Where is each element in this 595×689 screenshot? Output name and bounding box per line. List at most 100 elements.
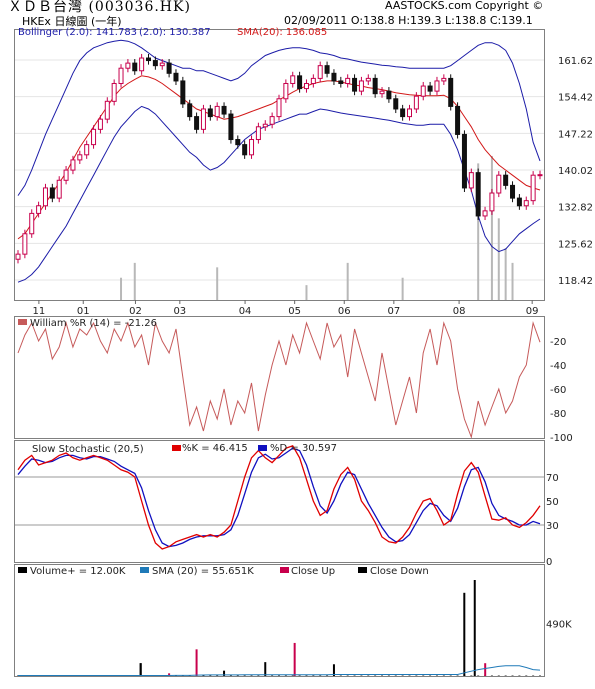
legend-d: %D = 30.597 bbox=[270, 443, 337, 454]
stochastic-d-line bbox=[17, 447, 541, 548]
price-x-tick-label: 02 bbox=[129, 306, 142, 317]
williams-legend-swatch bbox=[18, 319, 27, 325]
volume-bar bbox=[168, 673, 171, 676]
candle-body bbox=[455, 105, 461, 135]
price-volume-bar bbox=[477, 163, 480, 300]
price-y-tick-label: 118.42 bbox=[558, 276, 593, 287]
candle-body bbox=[523, 200, 529, 207]
legend-k-swatch bbox=[172, 445, 181, 451]
price-x-tick-label: 07 bbox=[387, 306, 400, 317]
price-grid bbox=[15, 59, 544, 281]
price-y-tick-label: 132.82 bbox=[558, 203, 593, 214]
legend-sma: SMA(20): 136.085 bbox=[237, 27, 327, 38]
price-volume-bar bbox=[497, 218, 500, 300]
price-x-tick-label: 09 bbox=[526, 306, 539, 317]
price-x-tick-label: 03 bbox=[173, 306, 186, 317]
candle-body bbox=[413, 95, 419, 110]
stochastic-y-tick-label: 30 bbox=[546, 521, 559, 532]
candle-body bbox=[338, 80, 344, 84]
legend-closeup-swatch bbox=[280, 567, 289, 573]
candle-body bbox=[187, 103, 193, 118]
stochastic-y-axis: 70 50 30 0 bbox=[546, 473, 559, 568]
candle-body bbox=[15, 253, 21, 260]
candle-body bbox=[379, 90, 385, 95]
stochastic-k-line bbox=[17, 445, 541, 550]
chart-subtitle: HKEx 日線圖 (一年) bbox=[22, 15, 122, 28]
legend-volsma-swatch bbox=[140, 567, 149, 573]
legend-volume-sma: SMA (20) = 55.651K bbox=[152, 566, 254, 577]
candle-body bbox=[317, 65, 323, 79]
candle-body bbox=[200, 108, 206, 130]
candle-body bbox=[372, 77, 378, 95]
williams-y-tick-label: -60 bbox=[550, 385, 566, 396]
candle-body bbox=[420, 85, 426, 97]
williams-y-tick-label: -100 bbox=[550, 433, 573, 444]
candle-body bbox=[104, 100, 110, 120]
volume-bar bbox=[264, 662, 267, 676]
candle-body bbox=[297, 75, 303, 90]
candle-body bbox=[77, 154, 83, 161]
bollinger-upper-line bbox=[17, 39, 541, 196]
volume-y-tick-label: 490K bbox=[546, 620, 572, 631]
price-x-tick-label: 05 bbox=[288, 306, 301, 317]
legend-closedown-swatch bbox=[358, 567, 367, 573]
candle-body bbox=[49, 187, 55, 199]
price-panel-frame bbox=[14, 29, 545, 301]
williams-y-tick-label: -40 bbox=[550, 361, 566, 372]
candle-body bbox=[214, 105, 220, 118]
legend-k: %K = 46.415 bbox=[182, 443, 248, 454]
candle-body bbox=[166, 62, 172, 74]
stochastic-lines bbox=[17, 445, 541, 550]
candle-body bbox=[111, 82, 117, 102]
price-x-tick-label: 04 bbox=[239, 306, 252, 317]
candle-body bbox=[36, 205, 42, 214]
candle-body bbox=[352, 77, 358, 92]
candle-body bbox=[269, 116, 275, 125]
volume-bar bbox=[195, 649, 198, 676]
price-volume-bar bbox=[504, 248, 507, 300]
candle-body bbox=[496, 174, 502, 194]
candle-body bbox=[22, 233, 28, 255]
candle-body bbox=[152, 60, 158, 67]
williams-line bbox=[17, 321, 541, 439]
price-volume-bar bbox=[133, 262, 136, 300]
candle-body bbox=[56, 179, 62, 199]
legend-bollinger: Bollinger (2.0): 141.783 bbox=[18, 27, 137, 38]
candle-body bbox=[63, 169, 69, 181]
price-y-tick-label: 161.62 bbox=[558, 56, 593, 67]
candle-body bbox=[42, 187, 48, 207]
volume-legend: Volume+ = 12.00K SMA (20) = 55.651K Clos… bbox=[18, 566, 429, 577]
volume-bar bbox=[332, 664, 335, 676]
candle-body bbox=[503, 174, 509, 186]
price-y-tick-label: 147.22 bbox=[558, 129, 593, 140]
candle-body bbox=[235, 139, 241, 146]
candle-body bbox=[159, 62, 165, 67]
candle-body bbox=[290, 75, 296, 84]
candle-body bbox=[434, 80, 440, 92]
legend-d-swatch bbox=[258, 445, 267, 451]
candle-body bbox=[221, 105, 227, 115]
candle-body bbox=[276, 98, 282, 118]
brand-copyright: AASTOCKS.com Copyright © bbox=[385, 0, 544, 12]
volume-sma-line bbox=[18, 665, 541, 676]
candle-body bbox=[262, 123, 268, 128]
ohlc-readout: 02/09/2011 O:138.8 H:139.3 L:138.8 C:139… bbox=[284, 15, 533, 26]
candle-body bbox=[139, 57, 145, 72]
candle-body bbox=[324, 65, 330, 74]
price-volume-bar bbox=[216, 267, 219, 300]
candle-body bbox=[242, 144, 248, 156]
volume-bars bbox=[17, 580, 541, 676]
candle-body bbox=[489, 192, 495, 212]
low-label: L:138.8 bbox=[445, 14, 487, 27]
legend-williams: William %R (14) = -21.26 bbox=[30, 318, 157, 329]
price-volume-bar bbox=[401, 277, 404, 300]
candle-body bbox=[97, 118, 103, 130]
price-x-axis: 11 01 02 03 04 05 06 07 08 09 bbox=[33, 300, 539, 317]
legend-close-up: Close Up bbox=[291, 566, 335, 577]
date-label: 02/09/2011 bbox=[284, 14, 348, 27]
candle-body bbox=[118, 67, 124, 84]
price-y-tick-label: 154.42 bbox=[558, 93, 593, 104]
candle-body bbox=[303, 82, 309, 90]
price-volume-bar bbox=[511, 262, 514, 300]
candle-body bbox=[283, 82, 289, 100]
